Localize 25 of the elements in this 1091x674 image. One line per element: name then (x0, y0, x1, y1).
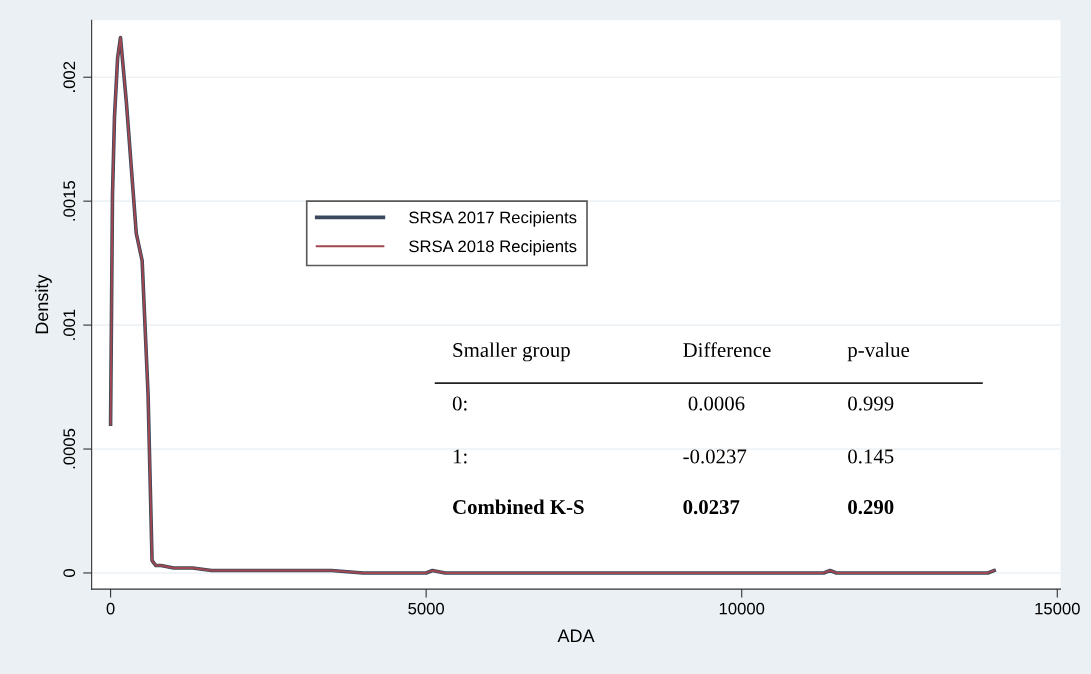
x-tick-label: 10000 (719, 602, 765, 615)
annotation: Difference (683, 342, 771, 358)
x-axis-title: ADA (557, 629, 595, 642)
y-tick-label: .002 (63, 61, 76, 92)
annotation: p-value (847, 342, 910, 362)
annotation: Combined K-S (453, 499, 584, 515)
annotation: 0: (452, 396, 467, 411)
y-tick-label: .0005 (63, 428, 76, 469)
annotation: 0.290 (848, 500, 894, 515)
annotation: -0.0237 (683, 449, 747, 464)
annotation: 1: (453, 449, 467, 464)
annotation: 0.145 (848, 449, 894, 464)
annotation: 0.999 (848, 396, 894, 411)
y-tick-label: .001 (63, 309, 76, 340)
x-tick-label: 5000 (408, 602, 445, 615)
y-tick-label: .0015 (63, 181, 76, 221)
y-tick-label: 0 (63, 568, 76, 577)
legend-label: SRSA 2018 Recipients (409, 239, 577, 256)
annotation: 0.0237 (683, 500, 740, 515)
annotation: Smaller group (453, 342, 570, 362)
y-axis-title: Density (34, 274, 52, 334)
annotation: 0.0006 (688, 396, 745, 411)
legend-label: SRSA 2017 Recipients (409, 211, 577, 227)
x-tick-label: 15000 (1035, 602, 1080, 615)
x-tick-label: 0 (106, 602, 115, 615)
